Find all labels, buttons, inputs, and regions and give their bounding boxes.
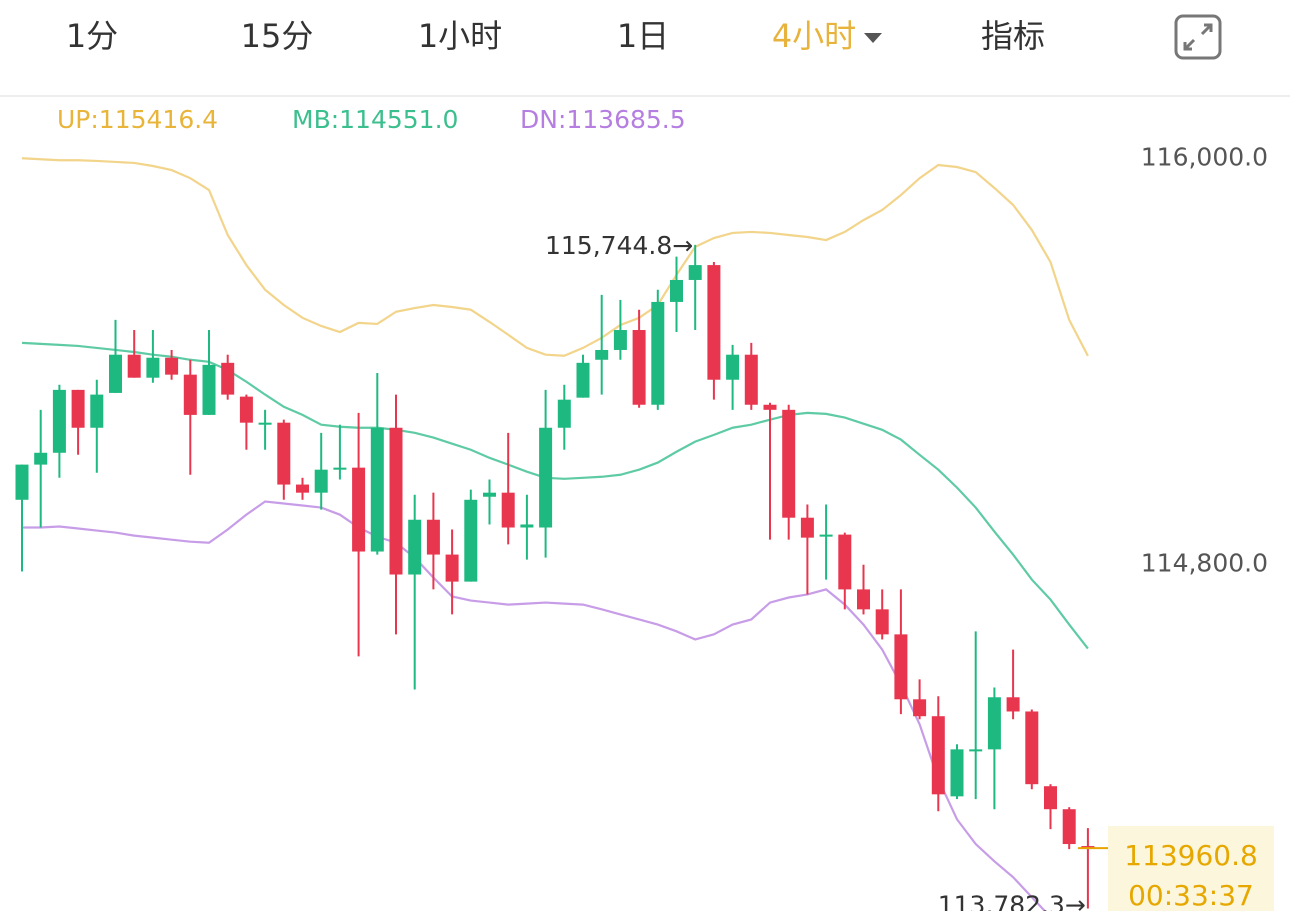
- legend-entry: UP:115416.4: [57, 105, 218, 134]
- tab[interactable]: 1分: [66, 17, 118, 55]
- candle-body: [1006, 697, 1020, 712]
- y-tick-label: 116,000.0: [1141, 143, 1268, 172]
- candle-body: [202, 364, 216, 415]
- candle-body: [277, 422, 291, 485]
- tab[interactable]: 1日: [617, 17, 669, 55]
- candle-body: [557, 399, 571, 428]
- candle-body: [296, 484, 309, 493]
- candle-body: [595, 349, 609, 360]
- candle-body: [520, 524, 534, 528]
- candle-body: [539, 427, 553, 528]
- candle-body: [1081, 846, 1095, 849]
- candle-body: [239, 396, 253, 423]
- last-price-box: [1108, 826, 1274, 911]
- candle-body: [670, 279, 683, 302]
- candle-body: [1025, 711, 1039, 785]
- candle-body: [352, 467, 366, 552]
- candle-body: [819, 534, 833, 537]
- candle-body: [483, 492, 496, 497]
- candle-body: [15, 464, 29, 500]
- candle-body: [763, 404, 777, 410]
- tab[interactable]: 指标: [981, 17, 1045, 55]
- candle-body: [782, 409, 796, 518]
- tab[interactable]: 4小时: [772, 17, 856, 55]
- candle-body: [576, 362, 590, 398]
- candle-body: [370, 427, 384, 552]
- candle-body: [221, 362, 235, 395]
- candle-body: [71, 389, 85, 428]
- expand-button[interactable]: [1174, 14, 1222, 60]
- candle-body: [950, 749, 964, 797]
- candle-body: [857, 589, 870, 610]
- legend-entry: DN:113685.5: [520, 105, 686, 134]
- candle-body: [389, 427, 403, 575]
- candle-body: [707, 265, 721, 380]
- candle-body: [52, 389, 66, 453]
- candle-body: [314, 469, 328, 493]
- candle-body: [969, 749, 983, 752]
- band-line: [21, 157, 1089, 357]
- legend-entry: MB:114551.0: [292, 105, 458, 134]
- band-line: [22, 500, 1047, 911]
- expand-glyph: [1183, 23, 1213, 51]
- candle-body: [1062, 809, 1076, 845]
- candle-body: [90, 394, 104, 428]
- candle-body: [165, 357, 179, 375]
- candle-body: [333, 467, 347, 470]
- candle-body: [408, 519, 422, 575]
- tab-dropdown-arrow: [864, 33, 882, 43]
- candle-body: [987, 697, 1001, 750]
- candle-body: [651, 301, 665, 405]
- band-line: [21, 341, 1089, 650]
- candle-body: [613, 330, 627, 350]
- candle-body: [258, 422, 272, 425]
- expand-frame: [1174, 14, 1222, 60]
- candle-body: [800, 517, 814, 538]
- low-label: 113,782.3→: [938, 891, 1086, 911]
- candle-body: [183, 374, 197, 415]
- plot-area: [15, 157, 1095, 911]
- candle-body: [931, 716, 945, 795]
- countdown: 00:33:37: [1128, 879, 1254, 911]
- high-label: 115,744.8→: [545, 231, 693, 260]
- candle-body: [726, 354, 740, 380]
- candle-body: [1044, 786, 1057, 810]
- candle-body: [445, 554, 459, 582]
- candle-body: [426, 519, 440, 555]
- candle-body: [688, 265, 702, 280]
- candle-body: [744, 354, 758, 405]
- candle-body: [464, 499, 478, 582]
- y-tick-label: 114,800.0: [1141, 548, 1268, 577]
- candle-body: [127, 354, 141, 378]
- candle-body: [913, 699, 927, 717]
- candle-body: [109, 354, 122, 393]
- candle-body: [632, 330, 646, 405]
- candle-body: [34, 452, 48, 465]
- candle-body: [146, 357, 160, 378]
- candle-body: [501, 492, 515, 528]
- candle-body: [838, 534, 852, 590]
- tab[interactable]: 15分: [241, 17, 314, 55]
- candle-body: [894, 634, 908, 700]
- candle-body: [875, 609, 889, 635]
- tab[interactable]: 1小时: [418, 17, 502, 55]
- last-price: 113960.8: [1124, 839, 1258, 872]
